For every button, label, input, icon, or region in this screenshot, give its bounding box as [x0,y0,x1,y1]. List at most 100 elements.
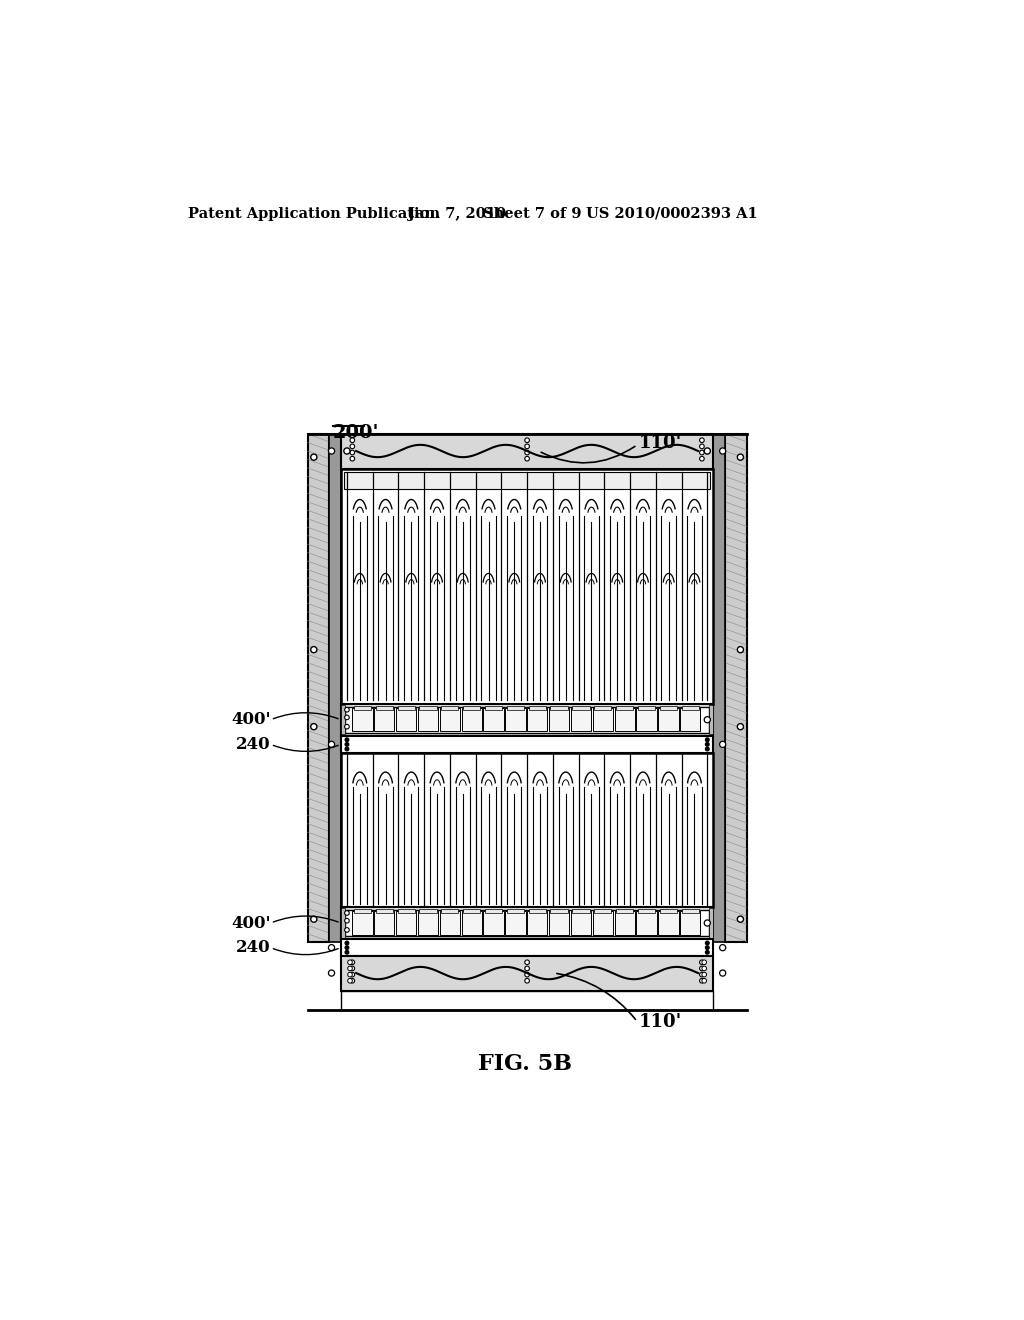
Bar [658,911,679,935]
Circle shape [345,919,349,923]
Bar [485,909,502,913]
Bar [354,706,371,710]
Circle shape [699,438,705,442]
Bar [341,469,714,704]
Bar [594,706,611,710]
Bar [307,434,330,942]
Bar [441,706,459,710]
Bar [616,909,633,913]
Bar [483,911,504,935]
Circle shape [701,966,707,970]
Circle shape [345,928,349,932]
Circle shape [345,945,349,949]
Circle shape [699,973,705,977]
Circle shape [720,945,726,950]
Bar [507,706,524,710]
Circle shape [706,941,710,945]
Circle shape [329,970,335,975]
Bar [352,708,373,731]
Circle shape [345,941,349,945]
Bar [341,908,345,937]
Circle shape [699,457,705,461]
Bar [439,708,460,731]
Circle shape [706,945,710,949]
Bar [528,909,546,913]
Bar [682,706,698,710]
Text: US 2010/0002393 A1: US 2010/0002393 A1 [587,207,758,220]
Circle shape [345,715,349,719]
Circle shape [345,747,349,751]
Bar [485,706,502,710]
Bar [344,471,711,488]
Bar [345,909,709,936]
Bar [354,909,371,913]
Circle shape [525,450,529,455]
Bar [593,708,613,731]
Text: 240: 240 [237,735,270,752]
Text: Jan. 7, 2010: Jan. 7, 2010 [408,207,506,220]
Circle shape [350,457,354,461]
Bar [376,909,393,913]
Bar [396,708,417,731]
Circle shape [525,457,529,461]
Circle shape [737,723,743,730]
Bar [593,911,613,935]
Bar [374,911,394,935]
Bar [682,909,698,913]
Bar [507,909,524,913]
Circle shape [345,950,349,954]
Bar [418,911,438,935]
Bar [352,911,373,935]
Circle shape [348,960,352,965]
Circle shape [525,444,529,449]
Circle shape [699,444,705,449]
Bar [527,911,548,935]
Bar [376,706,393,710]
Circle shape [329,945,335,950]
Bar [341,737,714,752]
Circle shape [705,920,711,927]
Bar [659,909,677,913]
Bar [527,708,548,731]
Circle shape [737,454,743,461]
Circle shape [345,738,349,742]
Text: Sheet 7 of 9: Sheet 7 of 9 [483,207,582,220]
Bar [505,911,525,935]
Bar [614,708,635,731]
Bar [439,911,460,935]
Bar [572,909,590,913]
Bar [463,909,480,913]
Circle shape [329,742,335,747]
Text: Patent Application Publication: Patent Application Publication [188,207,440,220]
Bar [528,706,546,710]
Bar [505,708,525,731]
Text: 110': 110' [639,1012,682,1031]
Circle shape [350,444,354,449]
Bar [397,706,415,710]
Text: 240: 240 [237,939,270,956]
Circle shape [720,970,726,975]
Text: 200': 200' [333,424,380,442]
Bar [420,706,436,710]
Bar [463,706,480,710]
Text: 400': 400' [231,915,270,932]
Circle shape [350,978,354,983]
Bar [594,909,611,913]
Bar [341,907,714,940]
Circle shape [345,708,349,711]
Circle shape [350,966,354,970]
Circle shape [310,647,316,653]
Bar [341,752,714,907]
Bar [709,908,714,937]
Circle shape [348,973,352,977]
Circle shape [737,647,743,653]
Circle shape [350,438,354,442]
Circle shape [699,960,705,965]
Text: 400': 400' [231,711,270,729]
Bar [658,708,679,731]
Circle shape [699,966,705,970]
Bar [551,909,567,913]
Bar [636,708,656,731]
Circle shape [706,738,710,742]
Bar [330,434,341,942]
